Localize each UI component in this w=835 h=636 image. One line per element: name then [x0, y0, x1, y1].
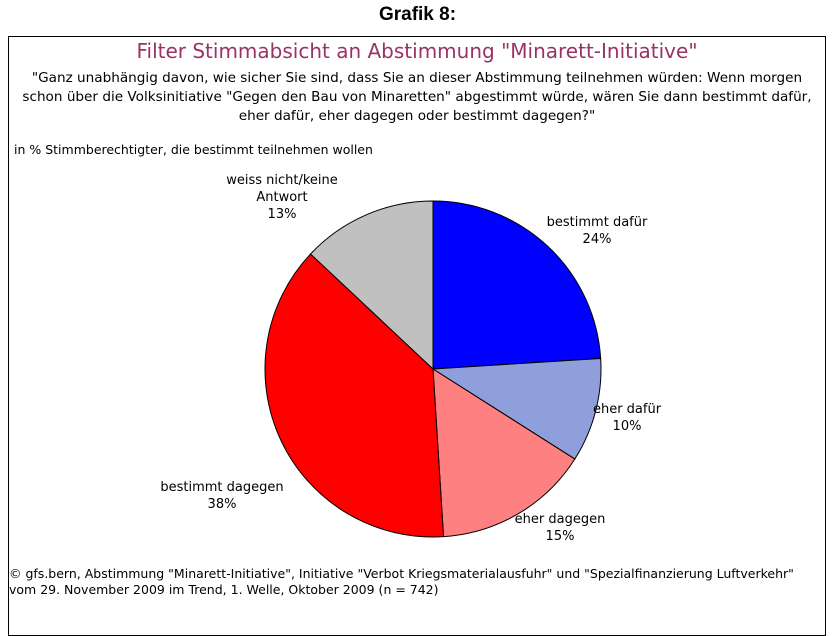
category-label: bestimmt dafür	[546, 215, 648, 230]
category-label: eher dagegen	[514, 512, 606, 527]
footer-line: © gfs.bern, Abstimmung "Minarett-Initiat…	[9, 566, 794, 581]
slice-label: bestimmt dafür 24%	[527, 214, 667, 248]
pie-slice	[431, 357, 602, 460]
note: in % Stimmberechtigter, die bestimmt tei…	[14, 142, 373, 157]
chart-title: Filter Stimmabsicht an Abstimmung "Minar…	[136, 39, 698, 63]
value-label: 38%	[207, 497, 237, 512]
value-label: 13%	[267, 207, 297, 222]
slice-label: eher dafür 10%	[557, 401, 697, 435]
header: Grafik 8:	[378, 4, 457, 25]
chart	[264, 200, 602, 538]
footer-line: vom 29. November 2009 im Trend, 1. Welle…	[9, 582, 439, 597]
pie-slice	[264, 253, 445, 538]
value-label: 10%	[612, 419, 642, 434]
footer: © gfs.bern, Abstimmung "Minarett-Initiat…	[9, 566, 794, 598]
value-label: 15%	[545, 529, 575, 544]
slice-label: weiss nicht/keine Antwort 13%	[222, 172, 342, 223]
value-label: 24%	[582, 232, 612, 247]
subtitle: "Ganz unabhängig davon, wie sicher Sie s…	[22, 70, 812, 124]
category-label: eher dafür	[592, 402, 662, 417]
page: Grafik 8: Filter Stimmabsicht an Abstimm…	[8, 4, 826, 636]
pie-slice	[432, 200, 602, 370]
category-label: bestimmt dagegen	[160, 480, 284, 495]
slice-label: eher dagegen 15%	[490, 511, 630, 545]
category-label: weiss nicht/keine Antwort	[226, 173, 338, 205]
slice-label: bestimmt dagegen 38%	[152, 479, 292, 513]
pie-slice	[432, 368, 576, 538]
pie-slice	[309, 200, 434, 371]
